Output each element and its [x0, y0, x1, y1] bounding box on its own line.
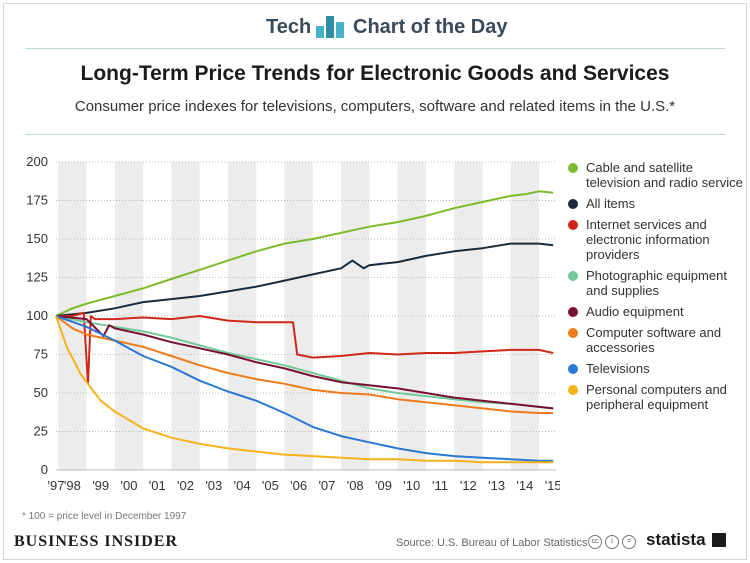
- series-line-5: [55, 315, 554, 414]
- bar-chart-logo-icon: [316, 16, 344, 38]
- x-tick-label: '01: [149, 478, 166, 493]
- legend-dot-icon: [568, 364, 578, 374]
- x-tick-label: '08: [347, 478, 364, 493]
- series-line-1: [55, 242, 554, 317]
- x-tick-label: '99: [92, 478, 109, 493]
- x-tick-label: '07: [318, 478, 335, 493]
- legend-dot-icon: [568, 307, 578, 317]
- legend-item: Computer software and accessories: [566, 325, 746, 355]
- x-tick-label: '04: [234, 478, 251, 493]
- info-icon: i: [605, 535, 619, 549]
- legend-label: Photographic equipment and supplies: [586, 268, 727, 298]
- statista-mark-icon: [712, 533, 726, 547]
- chart-frame: [3, 3, 747, 560]
- legend-dot-icon: [568, 328, 578, 338]
- y-tick-label: 75: [34, 347, 48, 362]
- y-tick-label: 200: [26, 154, 48, 169]
- x-tick-label: '09: [375, 478, 392, 493]
- legend-label: Personal computers and peripheral equipm…: [586, 382, 727, 412]
- chart-title: Long-Term Price Trends for Electronic Go…: [80, 62, 670, 85]
- series-line-6: [55, 315, 554, 462]
- year-band: [341, 162, 370, 470]
- x-tick-label: '05: [262, 478, 279, 493]
- legend-item: Televisions: [566, 361, 746, 376]
- x-tick-label: '10: [403, 478, 420, 493]
- brand-tech-label: Tech: [266, 16, 312, 38]
- x-tick-label: '97: [48, 478, 65, 493]
- line-chart: 0 25 50 75 100 125 150 175 200 '97'98 '99 '00 '01 '02…: [26, 154, 560, 493]
- series-line-4: [55, 315, 554, 410]
- x-tick-label: '13: [488, 478, 505, 493]
- x-tick-label: '02: [177, 478, 194, 493]
- source-note: Source: U.S. Bureau of Labor Statistics: [396, 537, 588, 549]
- legend-label: Televisions: [586, 361, 650, 376]
- x-tick-label: '11: [432, 478, 448, 493]
- x-tick-label: '00: [120, 478, 137, 493]
- header-rule-bottom: [25, 134, 725, 135]
- cc-icon: cc: [588, 535, 602, 549]
- legend-item: Cable and satellite television and radio…: [566, 160, 746, 190]
- equals-icon: =: [622, 535, 636, 549]
- legend-label: Audio equipment: [586, 304, 684, 319]
- legend-dot-icon: [568, 220, 578, 230]
- x-tick-label: '06: [290, 478, 307, 493]
- x-tick-label: '15: [545, 478, 560, 493]
- chart-subtitle: Consumer price indexes for televisions, …: [74, 98, 676, 115]
- y-tick-label: 100: [26, 308, 48, 323]
- legend-label: All items: [586, 196, 636, 211]
- year-band: [397, 162, 426, 470]
- series-line-0: [55, 190, 554, 317]
- y-tick-label: 50: [34, 385, 48, 400]
- legend-item: Internet services and electronic informa…: [566, 217, 746, 262]
- legend-dot-icon: [568, 163, 578, 173]
- legend-item: All items: [566, 196, 746, 211]
- y-tick-label: 125: [26, 270, 48, 285]
- brand-chart-of-the-day-label: Chart of the Day: [353, 16, 508, 38]
- legend-item: Audio equipment: [566, 304, 746, 319]
- series-line-7: [55, 315, 554, 464]
- chart-legend: Cable and satellite television and radio…: [566, 160, 746, 412]
- business-insider-logo: BUSINESS INSIDER: [14, 533, 179, 550]
- legend-dot-icon: [568, 199, 578, 209]
- legend-label: Cable and satellite television and radio…: [586, 160, 743, 190]
- brand-header: Tech Chart of the Day: [0, 14, 750, 44]
- x-tick-label: '12: [460, 478, 477, 493]
- series-line-3: [55, 315, 554, 410]
- legend-dot-icon: [568, 385, 578, 395]
- legend-item: Personal computers and peripheral equipm…: [566, 382, 746, 412]
- y-tick-label: 150: [26, 231, 48, 246]
- y-tick-label: 0: [41, 462, 48, 477]
- y-tick-label: 25: [34, 424, 48, 439]
- legend-item: Photographic equipment and supplies: [566, 268, 746, 298]
- legend-label: Computer software and accessories: [586, 325, 722, 355]
- statista-logo: statista: [646, 530, 706, 549]
- footnote: * 100 = price level in December 1997: [22, 511, 187, 522]
- legend-dot-icon: [568, 271, 578, 281]
- y-tick-label: 175: [26, 193, 48, 208]
- x-tick-label: '98: [64, 478, 81, 493]
- header-rule-top: [25, 48, 725, 49]
- x-tick-label: '03: [205, 478, 222, 493]
- x-tick-label: '14: [516, 478, 533, 493]
- legend-label: Internet services and electronic informa…: [586, 217, 710, 262]
- series-line-2: [56, 311, 554, 385]
